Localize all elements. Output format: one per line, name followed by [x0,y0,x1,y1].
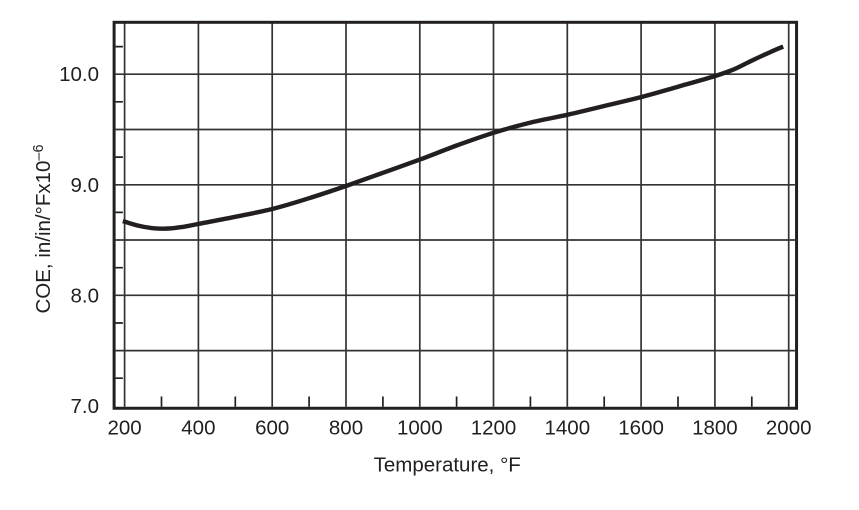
svg-text:7.0: 7.0 [71,395,100,418]
svg-text:Temperature, °F: Temperature, °F [374,453,521,476]
svg-text:400: 400 [181,417,215,440]
svg-text:COE, in/in/°Fx10–6: COE, in/in/°Fx10–6 [31,144,55,313]
svg-text:2000: 2000 [766,417,812,440]
svg-text:8.0: 8.0 [71,284,100,307]
svg-text:10.0: 10.0 [59,63,99,86]
svg-text:9.0: 9.0 [71,174,100,197]
svg-text:1000: 1000 [397,417,443,440]
svg-text:1400: 1400 [544,417,590,440]
svg-text:1200: 1200 [471,417,517,440]
svg-text:600: 600 [255,417,289,440]
svg-text:800: 800 [329,417,363,440]
svg-text:200: 200 [107,417,141,440]
svg-text:1600: 1600 [618,417,664,440]
svg-text:1800: 1800 [692,417,738,440]
